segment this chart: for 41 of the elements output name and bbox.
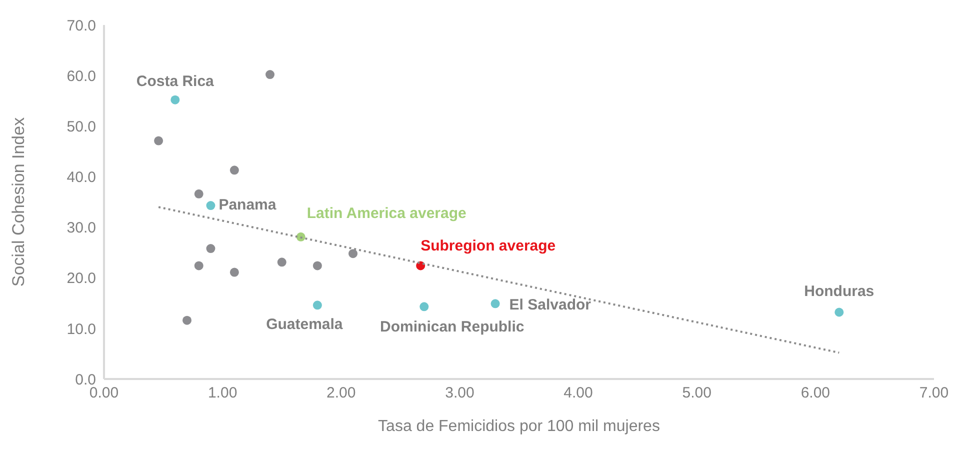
point [206, 244, 216, 254]
annotation: El Salvador [509, 296, 592, 314]
x-tick-label: 7.00 [919, 384, 949, 402]
x-axis-title: Tasa de Femicidios por 100 mil mujeres [378, 418, 660, 435]
annotation: Costa Rica [136, 72, 215, 90]
point [277, 258, 286, 267]
annotation: Panama [218, 196, 277, 214]
annotation: Dominican Republic [380, 318, 524, 336]
y-axis-title: Social Cohesion Index [9, 116, 28, 287]
y-tick-label: 20.0 [66, 270, 96, 288]
x-tick-label: 1.00 [208, 384, 238, 402]
point [170, 95, 180, 104]
point [194, 261, 204, 270]
point [490, 299, 500, 308]
x-tick-label: 2.00 [326, 384, 356, 402]
x-tick-label: 5.00 [682, 384, 712, 402]
y-tick-label: 40.0 [66, 169, 96, 186]
point [312, 261, 322, 270]
annotation: Latin America average [306, 204, 466, 222]
point [420, 302, 429, 312]
y-tick-label: 30.0 [66, 220, 96, 237]
point [154, 136, 164, 146]
point [230, 268, 239, 277]
point [348, 249, 358, 258]
x-tick-label: 3.00 [445, 384, 474, 402]
x-tick-label: 4.00 [564, 384, 593, 402]
point [182, 316, 192, 325]
point [230, 166, 239, 175]
annotation: Honduras [804, 283, 874, 300]
annotation: Subregion average [420, 238, 556, 255]
y-tick-label: 50.0 [66, 118, 96, 136]
point [834, 308, 844, 317]
y-tick-label: 60.0 [66, 68, 96, 85]
annotation: Guatemala [266, 316, 344, 334]
point [266, 70, 274, 80]
y-tick-label: 10.0 [66, 320, 96, 338]
point [194, 189, 204, 198]
point [206, 201, 216, 210]
y-tick-label: 70.0 [66, 17, 96, 34]
x-tick-label: 6.00 [800, 384, 830, 402]
point [312, 300, 322, 310]
